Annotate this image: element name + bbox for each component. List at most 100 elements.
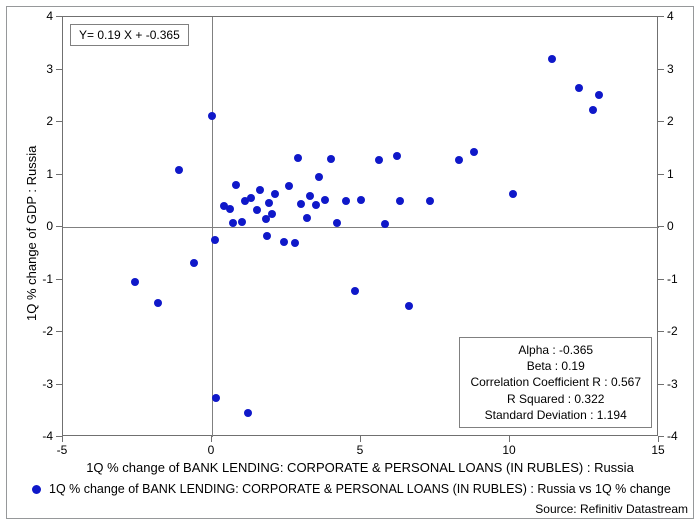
x-tick [62,436,63,442]
y-tick-right [658,174,664,175]
y-tick-label-left: -3 [42,377,53,391]
data-point [285,182,293,190]
data-point [327,155,335,163]
data-point [381,220,389,228]
y-tick-left [56,279,62,280]
stats-line: Alpha : -0.365 [470,342,641,358]
data-point [291,239,299,247]
data-point [232,181,240,189]
data-point [396,197,404,205]
x-tick [509,436,510,442]
x-axis-title: 1Q % change of BANK LENDING: CORPORATE &… [86,460,634,475]
data-point [244,409,252,417]
data-point [229,219,237,227]
x-tick-label: 5 [357,443,364,457]
equation-text: Y= 0.19 X + -0.365 [79,28,180,42]
data-point [211,236,219,244]
data-point [263,232,271,240]
y-tick-right [658,279,664,280]
data-point [321,196,329,204]
stats-line: Standard Deviation : 1.194 [470,407,641,423]
data-point [208,112,216,120]
y-tick-left [56,174,62,175]
y-tick-label-right: 3 [667,62,674,76]
data-point [357,196,365,204]
data-point [405,302,413,310]
y-tick-label-left: -2 [42,324,53,338]
y-tick-label-right: -1 [667,272,678,286]
x-tick [211,436,212,442]
y-tick-right [658,226,664,227]
legend-text: 1Q % change of BANK LENDING: CORPORATE &… [49,482,672,496]
data-point [247,194,255,202]
data-point [315,173,323,181]
stats-line: R Squared : 0.322 [470,391,641,407]
data-point [131,278,139,286]
stats-line: Correlation Coefficient R : 0.567 [470,374,641,390]
y-tick-label-left: 1 [46,167,53,181]
data-point [271,190,279,198]
data-point [575,84,583,92]
y-tick-label-left: 2 [46,114,53,128]
data-point [297,200,305,208]
y-tick-left [56,69,62,70]
data-point [306,192,314,200]
data-point [303,214,311,222]
y-tick-left [56,436,62,437]
y-tick-label-left: 0 [46,219,53,233]
y-tick-left [56,331,62,332]
data-point [342,197,350,205]
data-point [333,219,341,227]
data-point [253,206,261,214]
legend-marker-icon [32,485,41,494]
data-point [154,299,162,307]
y-tick-right [658,331,664,332]
x-tick-label: 0 [208,443,215,457]
data-point [426,197,434,205]
data-point [595,91,603,99]
data-point [175,166,183,174]
data-point [268,210,276,218]
y-tick-label-left: 3 [46,62,53,76]
data-point [280,238,288,246]
data-point [238,218,246,226]
data-point [548,55,556,63]
data-point [294,154,302,162]
source-attribution: Source: Refinitiv Datastream [535,502,688,516]
y-tick-left [56,16,62,17]
y-tick-right [658,69,664,70]
y-axis-title: 1Q % change of GDP : Russia [24,146,39,321]
y-tick-left [56,384,62,385]
data-point [470,148,478,156]
y-tick-label-left: -1 [42,272,53,286]
y-zero-line [212,17,213,437]
y-tick-label-right: 1 [667,167,674,181]
data-point [455,156,463,164]
y-tick-label-left: -4 [42,429,53,443]
data-point [589,106,597,114]
y-tick-left [56,121,62,122]
chart-frame: Y= 0.19 X + -0.365 Alpha : -0.365Beta : … [0,0,700,525]
stats-box: Alpha : -0.365Beta : 0.19Correlation Coe… [459,337,652,428]
y-tick-label-right: 4 [667,9,674,23]
data-point [509,190,517,198]
y-tick-label-right: -2 [667,324,678,338]
x-tick [360,436,361,442]
data-point [190,259,198,267]
y-tick-right [658,121,664,122]
data-point [256,186,264,194]
y-tick-label-right: 0 [667,219,674,233]
data-point [351,287,359,295]
y-tick-right [658,16,664,17]
equation-box: Y= 0.19 X + -0.365 [70,24,189,46]
x-tick-label: 15 [651,443,664,457]
data-point [393,152,401,160]
data-point [226,205,234,213]
data-point [375,156,383,164]
y-tick-label-left: 4 [46,9,53,23]
x-zero-line [63,227,659,228]
y-tick-right [658,384,664,385]
data-point [265,199,273,207]
data-point [212,394,220,402]
stats-line: Beta : 0.19 [470,358,641,374]
